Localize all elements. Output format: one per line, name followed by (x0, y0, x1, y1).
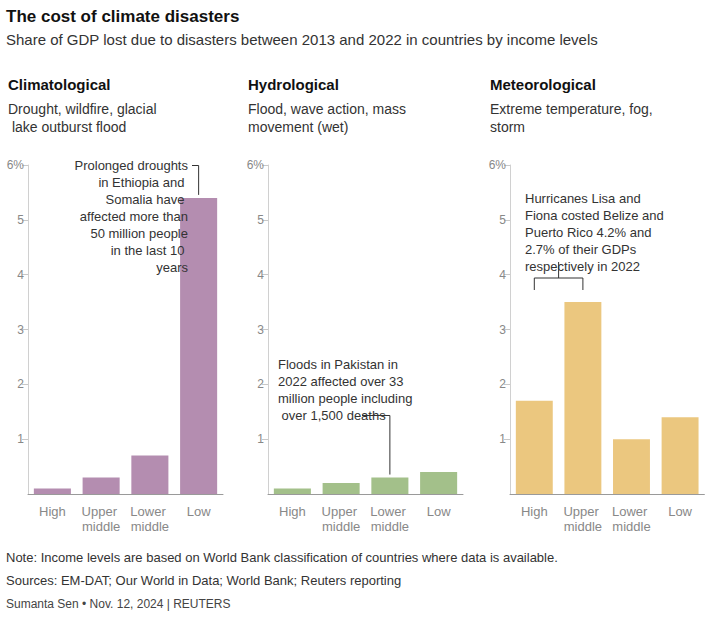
svg-text:respectively in 2022: respectively in 2022 (525, 259, 640, 274)
svg-text:6%: 6% (7, 158, 25, 172)
svg-text:2.7% of their GDPs: 2.7% of their GDPs (525, 242, 640, 257)
svg-text:Lower: Lower (130, 504, 169, 519)
svg-text:2: 2 (257, 377, 264, 391)
svg-text:4: 4 (17, 268, 24, 282)
svg-text:Meteorological: Meteorological (490, 76, 596, 93)
svg-text:4: 4 (499, 268, 506, 282)
svg-text:middle: middle (82, 519, 120, 534)
svg-text:Climatological: Climatological (8, 76, 111, 93)
svg-text:middle: middle (371, 519, 409, 534)
svg-text:2: 2 (17, 377, 24, 391)
svg-text:Floods in Pakistan in: Floods in Pakistan in (278, 357, 402, 372)
svg-text:middle: middle (322, 519, 360, 534)
svg-text:over 1,500 deaths: over 1,500 deaths (278, 408, 386, 423)
svg-text:2: 2 (499, 377, 506, 391)
svg-text:Lower: Lower (612, 504, 651, 519)
svg-text:1: 1 (257, 432, 264, 446)
svg-text:High: High (39, 504, 66, 519)
svg-text:Lower: Lower (370, 504, 409, 519)
svg-text:50 million people: 50 million people (87, 226, 188, 241)
svg-text:middle: middle (131, 519, 169, 534)
svg-text:Extreme temperature, fog,: Extreme temperature, fog, (490, 101, 657, 117)
svg-text:6%: 6% (489, 158, 507, 172)
svg-text:in Ethiopia and: in Ethiopia and (95, 175, 188, 190)
svg-text:4: 4 (257, 268, 264, 282)
svg-text:Drought, wildfire, glacial: Drought, wildfire, glacial (8, 101, 157, 117)
svg-text:million people including: million people including (278, 391, 412, 406)
svg-text:Low: Low (427, 504, 451, 519)
svg-text:Low: Low (187, 504, 211, 519)
svg-text:Hydrological: Hydrological (248, 76, 339, 93)
svg-text:middle: middle (612, 519, 650, 534)
svg-text:1: 1 (499, 432, 506, 446)
svg-text:Upper: Upper (82, 504, 121, 519)
svg-text:Prolonged droughts: Prolonged droughts (75, 158, 189, 173)
svg-text:5: 5 (499, 213, 506, 227)
svg-text:lake outburst flood: lake outburst flood (8, 119, 126, 135)
svg-text:Somalia have: Somalia have (106, 192, 188, 207)
svg-text:3: 3 (257, 323, 264, 337)
svg-text:The cost of climate disasters: The cost of climate disasters (6, 7, 239, 26)
svg-text:5: 5 (17, 213, 24, 227)
svg-text:movement (wet): movement (wet) (248, 119, 348, 135)
svg-text:Note: Income levels are based: Note: Income levels are based on World B… (6, 550, 558, 565)
svg-text:Low: Low (668, 504, 692, 519)
svg-text:6%: 6% (247, 158, 265, 172)
svg-text:in the last 10: in the last 10 (107, 243, 188, 258)
svg-text:Sumanta Sen • Nov. 12, 2024 |: Sumanta Sen • Nov. 12, 2024 | REUTERS (6, 597, 231, 611)
svg-text:Sources: EM-DAT; Our World in: Sources: EM-DAT; Our World in Data; Worl… (6, 573, 401, 588)
svg-text:3: 3 (499, 323, 506, 337)
svg-text:Flood, wave action, mass: Flood, wave action, mass (248, 101, 410, 117)
svg-text:middle: middle (564, 519, 602, 534)
svg-text:Fiona costed Belize and: Fiona costed Belize and (525, 208, 667, 223)
svg-text:3: 3 (17, 323, 24, 337)
svg-text:Share of GDP lost due to disas: Share of GDP lost due to disasters betwe… (6, 31, 598, 48)
svg-text:Puerto Rico 4.2% and: Puerto Rico 4.2% and (525, 225, 655, 240)
svg-text:storm: storm (490, 119, 525, 135)
svg-text:Upper: Upper (563, 504, 602, 519)
svg-text:High: High (521, 504, 548, 519)
svg-text:5: 5 (257, 213, 264, 227)
svg-text:Hurricanes Lisa and: Hurricanes Lisa and (525, 191, 644, 206)
svg-text:affected more than: affected more than (80, 209, 188, 224)
svg-text:2022 affected over 33: 2022 affected over 33 (278, 374, 407, 389)
svg-text:High: High (279, 504, 306, 519)
svg-text:1: 1 (17, 432, 24, 446)
svg-text:Upper: Upper (322, 504, 361, 519)
svg-text:years: years (156, 260, 188, 275)
